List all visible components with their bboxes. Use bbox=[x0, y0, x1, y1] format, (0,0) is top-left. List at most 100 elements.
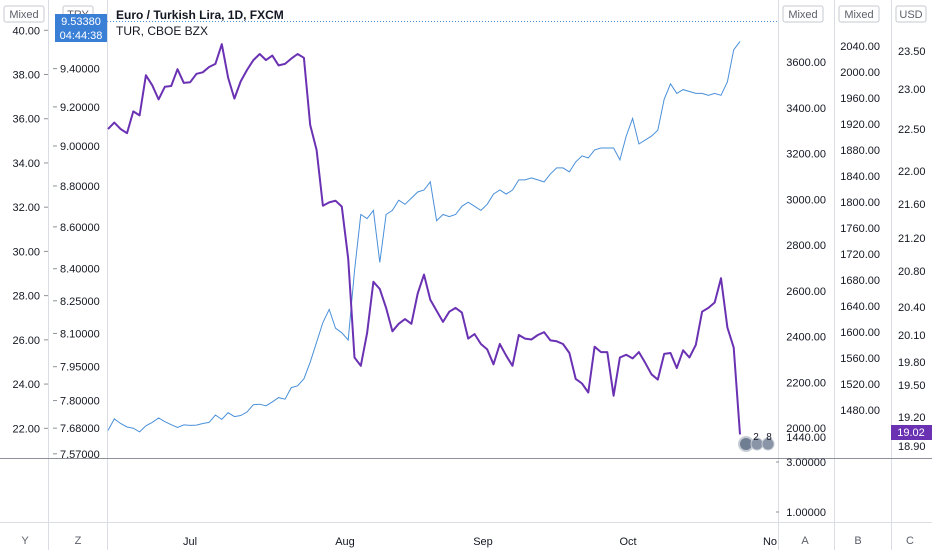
try-axis-tick-label: 8.25000 bbox=[60, 296, 100, 308]
pane-letter-button: B bbox=[854, 535, 861, 547]
mixed-left-label: Mixed bbox=[9, 9, 38, 21]
mixed-far-tick-label: 2000.00 bbox=[840, 67, 880, 79]
lower-pane-tick-label: 3.00000 bbox=[786, 457, 826, 469]
event-marker-icon[interactable] bbox=[761, 437, 775, 451]
usd-axis-tick-label: 22.50 bbox=[898, 124, 926, 136]
left-mixed-axis[interactable]: 40.00 38.00 36.00 34.00 32.00 30.00 28.00 26.00… bbox=[12, 25, 48, 435]
usd-axis-tick-label: 21.60 bbox=[898, 199, 926, 211]
try-axis-tick-label: 7.68000 bbox=[60, 423, 100, 435]
chart-title: Euro / Turkish Lira, 1D, FXCM bbox=[116, 8, 284, 22]
tur-line[interactable] bbox=[107, 43, 741, 435]
mixed-far-tick-label: 1680.00 bbox=[840, 275, 880, 287]
mixed-right-tick-label: 3400.00 bbox=[786, 103, 826, 115]
usd-last-price: 19.02 bbox=[897, 427, 925, 439]
mixed-far-tick-label: 1800.00 bbox=[840, 197, 880, 209]
try-axis-tick-label: 7.95000 bbox=[60, 362, 100, 374]
mixed-right-tick-label: 2200.00 bbox=[786, 377, 826, 389]
mixed-right-tick-label: 2000.00 bbox=[786, 423, 826, 435]
mixed-far-tick-label: 1600.00 bbox=[840, 327, 880, 339]
mixed-far-tick-label: 1840.00 bbox=[840, 171, 880, 183]
pane-letter-button: C bbox=[906, 535, 914, 547]
usd-axis-tick-label: 23.50 bbox=[898, 46, 926, 58]
bar-countdown: 04:44:38 bbox=[60, 30, 103, 42]
left-axis-tick-label: 36.00 bbox=[12, 114, 40, 126]
mixed-far-label: Mixed bbox=[844, 9, 873, 21]
lower-pane-tick-label: 1.00000 bbox=[786, 507, 826, 519]
try-last-price: 9.53380 bbox=[61, 16, 101, 28]
event-markers[interactable]: 2 8 bbox=[738, 432, 775, 452]
time-axis-tick-label: Sep bbox=[473, 536, 493, 548]
try-axis-tick-label: 7.57000 bbox=[60, 449, 100, 461]
try-last-price-badge bbox=[55, 14, 107, 42]
mixed-right-tick-label: 2400.00 bbox=[786, 332, 826, 344]
try-axis-tick-label: 9.40000 bbox=[60, 64, 100, 76]
usd-last-price-badge bbox=[891, 425, 932, 440]
lower-pane-axis[interactable]: 3.00000 1.00000 bbox=[776, 457, 826, 519]
try-price-axis[interactable]: 9.40000 9.20000 9.00000 8.80000 8.60000 8.400… bbox=[53, 64, 100, 461]
usd-axis-tick-label: 20.40 bbox=[898, 302, 926, 314]
usd-axis-tick-label: 23.00 bbox=[898, 84, 926, 96]
mixed-right-tick-label: 3200.00 bbox=[786, 149, 826, 161]
mixed-far-button[interactable] bbox=[838, 5, 880, 23]
mixed-far-axis[interactable]: 2040.00 2000.00 1960.00 1920.00 1880.00 1840.… bbox=[840, 41, 880, 417]
usd-axis-tick-label: 20.10 bbox=[898, 330, 926, 342]
pane-letter-button: Y bbox=[21, 535, 29, 547]
left-axis-tick-label: 32.00 bbox=[12, 202, 40, 214]
left-axis-tick-label: 28.00 bbox=[12, 291, 40, 303]
mixed-far-tick-label: 2040.00 bbox=[840, 41, 880, 53]
usd-axis-tick-label: 22.00 bbox=[898, 166, 926, 178]
usd-axis-tick-label: 18.90 bbox=[898, 441, 926, 453]
mixed-far-tick-label: 1560.00 bbox=[840, 353, 880, 365]
legend-tur: TUR, CBOE BZX bbox=[116, 24, 208, 38]
try-axis-tick-label: 8.80000 bbox=[60, 181, 100, 193]
usd-label: USD bbox=[899, 9, 922, 21]
try-axis-tick-label: 8.10000 bbox=[60, 328, 100, 340]
mixed-far-tick-label: 1960.00 bbox=[840, 93, 880, 105]
mixed-right-tick-label: 2600.00 bbox=[786, 286, 826, 298]
mixed-far-tick-label: 1880.00 bbox=[840, 145, 880, 157]
pane-letter-button: A bbox=[801, 535, 809, 547]
eurtry-line[interactable] bbox=[107, 41, 741, 433]
left-axis-tick-label: 26.00 bbox=[12, 335, 40, 347]
mixed-far-tick-label: 1520.00 bbox=[840, 379, 880, 391]
mixed-far-tick-label: 1920.00 bbox=[840, 119, 880, 131]
usd-axis-tick-label: 21.20 bbox=[898, 233, 926, 245]
try-axis-tick-label: 9.00000 bbox=[60, 141, 100, 153]
try-axis-tick-label: 8.60000 bbox=[60, 222, 100, 234]
mixed-far-tick-label: 1760.00 bbox=[840, 223, 880, 235]
left-axis-tick-label: 30.00 bbox=[12, 246, 40, 258]
mixed-right-button[interactable] bbox=[782, 5, 824, 23]
usd-axis-tick-label: 20.80 bbox=[898, 266, 926, 278]
usd-button[interactable] bbox=[895, 5, 927, 23]
time-axis-tick-label: No bbox=[763, 536, 777, 548]
usd-axis-tick-label: 19.20 bbox=[898, 412, 926, 424]
usd-axis-tick-label: 19.80 bbox=[898, 357, 926, 369]
event-marker-count: 8 bbox=[766, 432, 772, 443]
mixed-far-tick-label: 1480.00 bbox=[840, 405, 880, 417]
time-axis-tick-label: Jul bbox=[183, 536, 197, 548]
left-axis-tick-label: 34.00 bbox=[12, 158, 40, 170]
mixed-far-tick-label: 1640.00 bbox=[840, 301, 880, 313]
mixed-right-tick-label: 3000.00 bbox=[786, 194, 826, 206]
mixed-left-button[interactable] bbox=[3, 5, 45, 23]
event-marker-count: 2 bbox=[753, 432, 759, 443]
usd-axis-tick-label: 19.50 bbox=[898, 380, 926, 392]
mixed-right-axis[interactable]: 3600.00 3400.00 3200.00 3000.00 2800.00 2600.… bbox=[786, 57, 826, 444]
try-axis-tick-label: 9.20000 bbox=[60, 102, 100, 114]
mixed-far-tick-label: 1720.00 bbox=[840, 249, 880, 261]
mixed-right-tick-label: 2800.00 bbox=[786, 240, 826, 252]
left-axis-tick-label: 38.00 bbox=[12, 69, 40, 81]
time-axis-tick-label: Aug bbox=[335, 536, 355, 548]
time-axis-tick-label: Oct bbox=[619, 536, 636, 548]
mixed-right-label: Mixed bbox=[788, 9, 817, 21]
time-axis[interactable]: Jul Aug Sep Oct No bbox=[183, 536, 777, 548]
usd-price-axis[interactable]: 23.50 23.00 22.50 22.00 21.60 21.20 20.80 20.40… bbox=[898, 46, 926, 453]
pane-letter-button: Z bbox=[75, 535, 82, 547]
mixed-right-tick-label: 1440.00 bbox=[786, 432, 826, 444]
mixed-right-tick-label: 3600.00 bbox=[786, 57, 826, 69]
left-axis-tick-label: 40.00 bbox=[12, 25, 40, 37]
left-axis-tick-label: 24.00 bbox=[12, 379, 40, 391]
try-axis-tick-label: 7.80000 bbox=[60, 396, 100, 408]
